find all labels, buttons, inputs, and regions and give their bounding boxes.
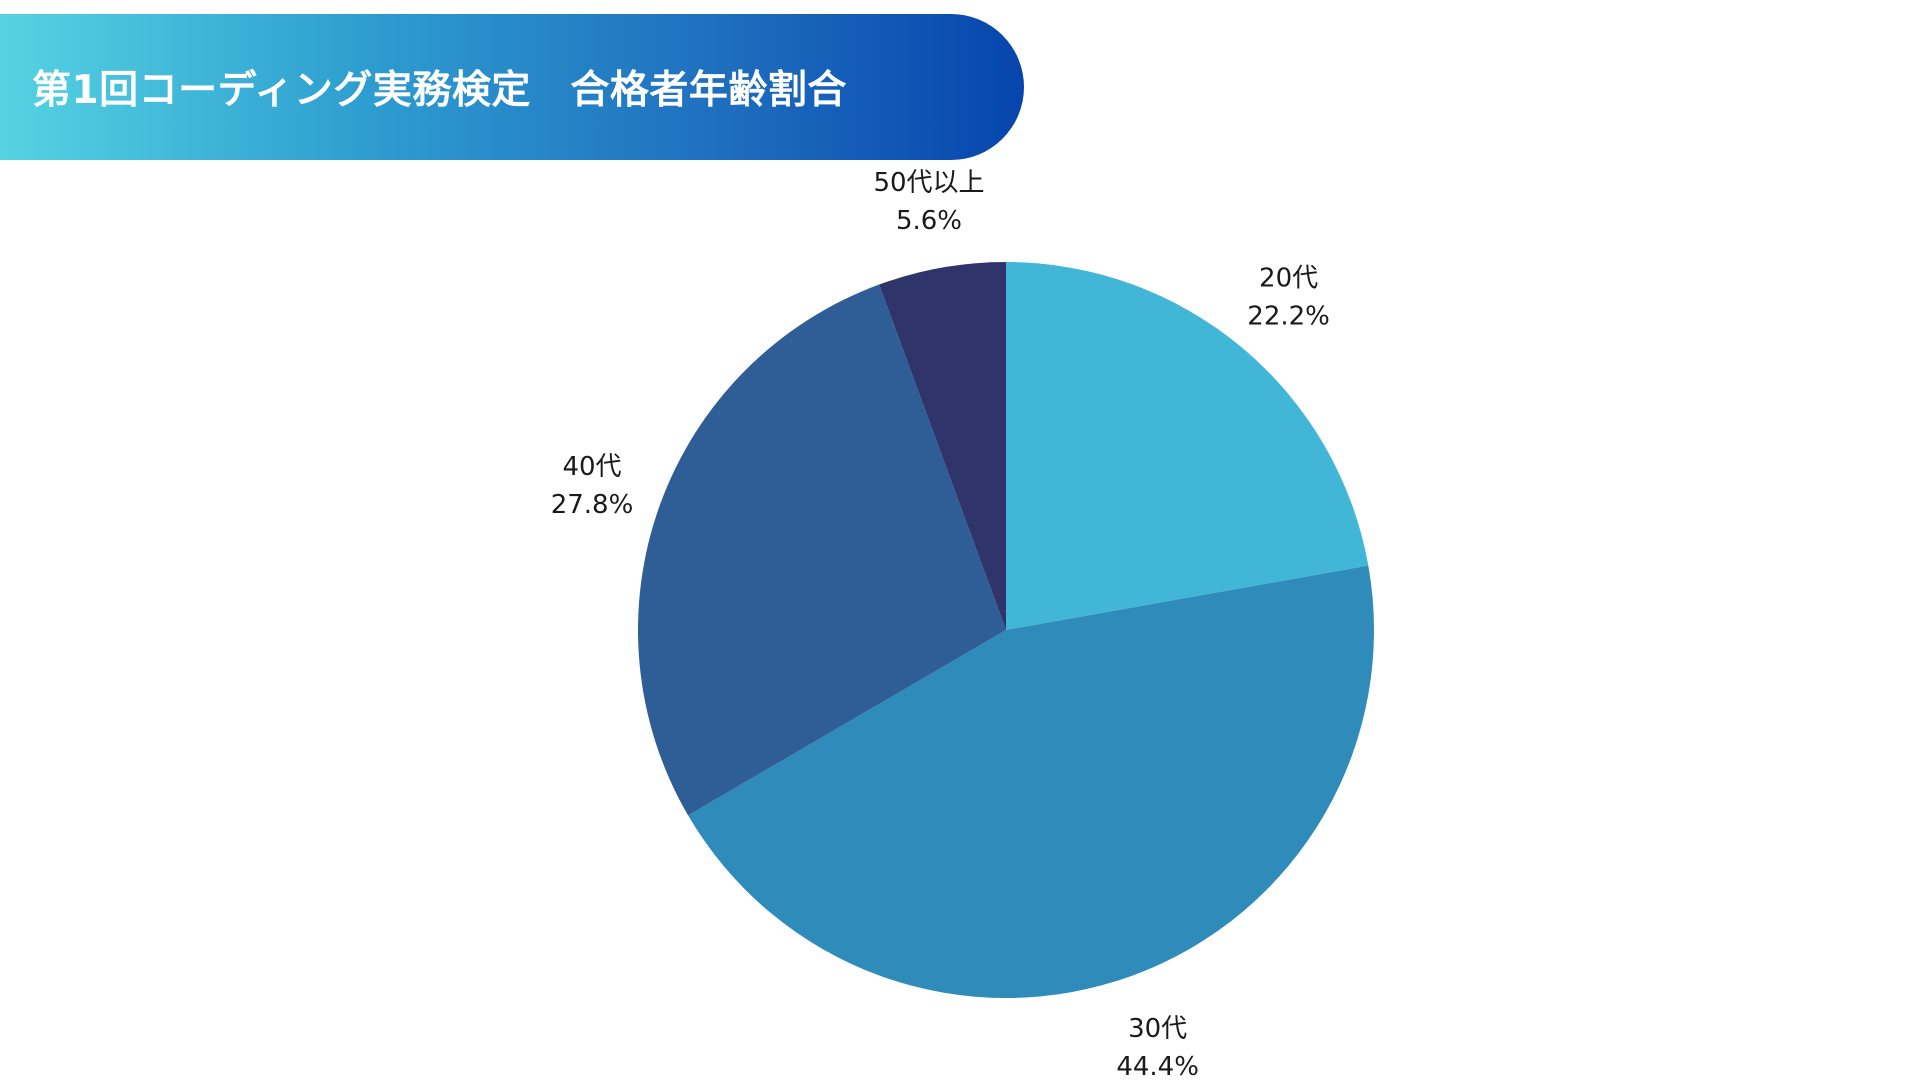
- pie-slice-1: [688, 565, 1375, 999]
- pie-labels: 20代 22.2% 30代 44.4% 40代 27.8% 50代以上 5.6%: [551, 168, 1330, 1080]
- pie-slice-2: [638, 284, 1006, 816]
- slice-value-2: 27.8%: [551, 490, 634, 520]
- slice-label-2: 40代: [562, 452, 621, 482]
- chart-title: 第1回コーディング実務検定 合格者年齢割合: [32, 68, 847, 113]
- slice-value-3: 5.6%: [896, 206, 962, 236]
- slice-value-1: 44.4%: [1116, 1052, 1199, 1080]
- pie-slice-0: [1006, 262, 1369, 630]
- pie-slices: [638, 262, 1375, 999]
- pie-slice-3: [879, 262, 1006, 630]
- slice-value-0: 22.2%: [1247, 302, 1330, 332]
- slice-label-3: 50代以上: [873, 168, 984, 198]
- slice-label-1: 30代: [1128, 1014, 1187, 1044]
- title-banner: 第1回コーディング実務検定 合格者年齢割合: [0, 14, 1024, 160]
- slice-label-0: 20代: [1259, 264, 1318, 294]
